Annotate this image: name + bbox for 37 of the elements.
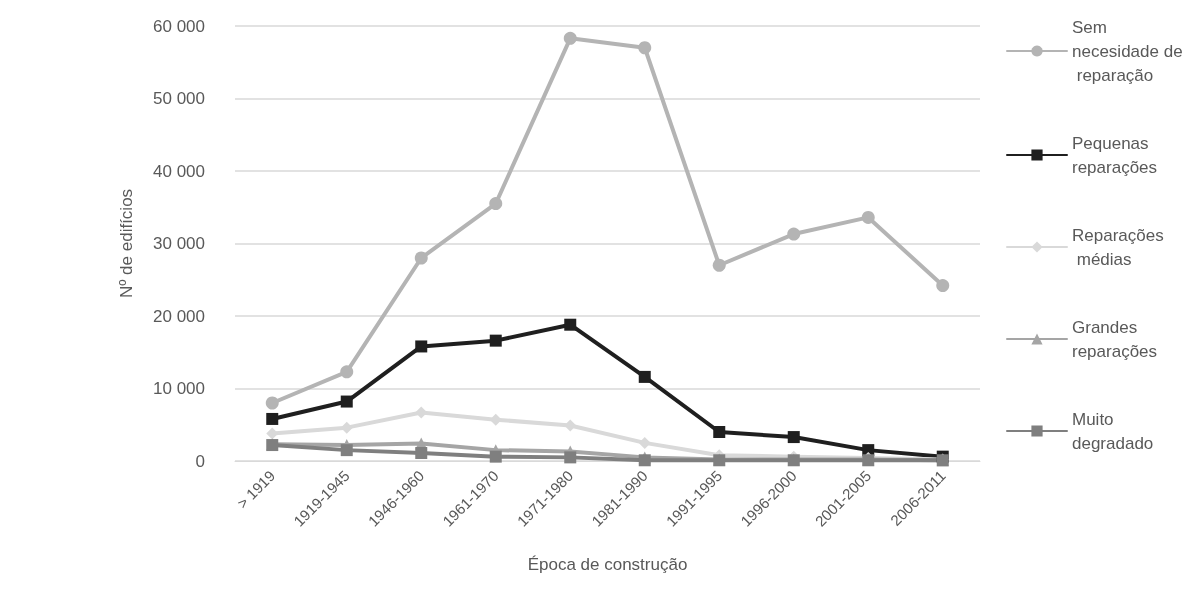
- point: [265, 396, 279, 410]
- point: [638, 436, 651, 449]
- point: [414, 251, 428, 265]
- point: [266, 412, 279, 425]
- legend-label: Grandes reparações: [1072, 317, 1158, 361]
- y-tick-label: 60 000: [153, 16, 205, 36]
- point: [712, 258, 726, 272]
- point: [563, 31, 577, 45]
- point: [415, 340, 428, 353]
- legend-label: Pequenas reparações: [1072, 133, 1158, 177]
- point: [936, 279, 950, 293]
- point: [489, 450, 502, 463]
- legend-label: Muito degradado: [1072, 409, 1154, 453]
- point: [564, 318, 577, 331]
- point: [861, 210, 875, 224]
- legend-label: Sem necesidade de reparação: [1072, 17, 1183, 85]
- point: [415, 447, 428, 460]
- y-axis-title: Nº de edifícios: [117, 188, 136, 299]
- y-tick-label: 0: [195, 451, 205, 471]
- point: [564, 451, 577, 464]
- point: [787, 227, 801, 241]
- y-tick-label: 30 000: [153, 234, 205, 253]
- y-tick-label: 10 000: [153, 379, 205, 398]
- x-axis-title: Época de construção: [527, 555, 688, 574]
- point: [489, 334, 502, 347]
- point: [638, 370, 651, 383]
- point: [713, 426, 726, 438]
- point: [638, 41, 652, 55]
- y-tick-label: 20 000: [153, 306, 205, 326]
- point: [489, 197, 503, 211]
- point: [340, 395, 353, 408]
- legend-label: Reparações médias: [1072, 225, 1164, 269]
- point: [787, 431, 800, 444]
- point: [340, 444, 353, 457]
- y-tick-label: 40 000: [153, 161, 205, 181]
- point: [340, 365, 354, 379]
- y-tick-label: 50 000: [153, 89, 205, 108]
